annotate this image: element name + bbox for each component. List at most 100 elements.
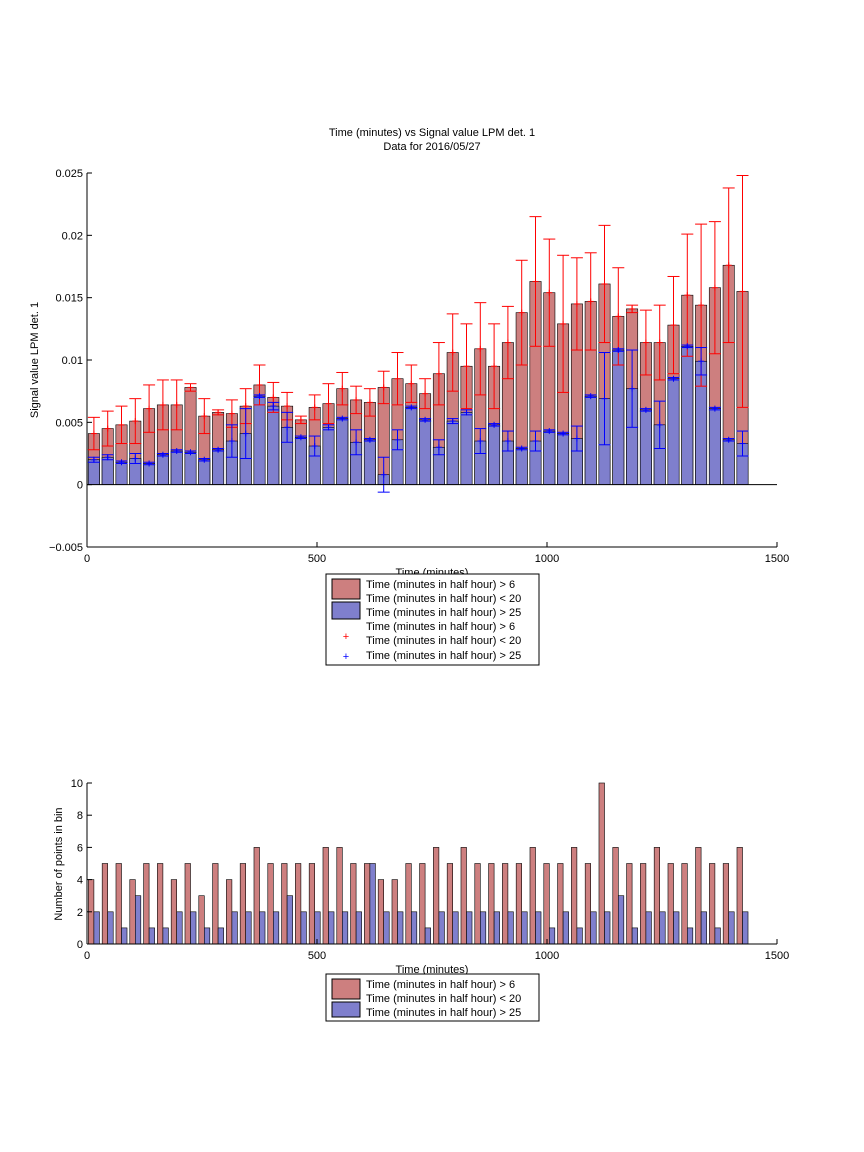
- x-tick-label: 1000: [535, 553, 559, 565]
- bar-blue: [673, 911, 680, 945]
- bar-blue: [107, 911, 114, 945]
- bar-red: [295, 863, 302, 945]
- signal-chart: Time (minutes) vs Signal value LPM det. …: [29, 127, 789, 666]
- bar-blue: [272, 911, 280, 945]
- bar-blue: [383, 911, 390, 945]
- bar-red: [226, 879, 233, 945]
- bar-red: [170, 879, 177, 945]
- bar-blue: [93, 911, 100, 945]
- count-chart: 0 2 4 6 8 10 0 500 1000 1500 Time (minutes) Numbe…: [53, 778, 789, 1022]
- legend-marker-blue: +: [343, 651, 349, 663]
- bar-blue: [245, 911, 252, 945]
- bar-blue: [259, 911, 266, 945]
- bar-blue: [639, 409, 652, 485]
- bar-red: [184, 863, 191, 945]
- bar-red: [584, 863, 591, 945]
- bar-blue: [286, 895, 293, 945]
- count-legend: Time (minutes in half hour) > 6 Time (mi…: [325, 973, 540, 1022]
- bar-red: [474, 863, 481, 945]
- legend-label: Time (minutes in half hour) > 6: [366, 621, 515, 633]
- bar-red: [571, 847, 578, 945]
- bar-blue: [405, 407, 418, 485]
- bar-blue: [212, 449, 225, 485]
- y-tick-label: 10: [71, 778, 83, 790]
- legend-label: Time (minutes in half hour) > 25: [366, 607, 521, 619]
- bar-blue: [190, 911, 197, 945]
- bar-blue: [397, 911, 404, 945]
- bar-red: [695, 847, 702, 945]
- bar-blue: [612, 349, 625, 485]
- bar-blue: [419, 419, 432, 485]
- bar-blue: [722, 439, 735, 485]
- y-tick-label: 0.02: [62, 230, 83, 242]
- bar-red: [557, 863, 564, 945]
- bar-red: [350, 863, 357, 945]
- legend-swatch-red-bar: [331, 978, 361, 1000]
- y-tick-label: 8: [77, 810, 83, 822]
- bar-blue: [708, 408, 721, 485]
- bar-blue: [535, 911, 542, 945]
- x-tick-label: 1000: [535, 950, 559, 962]
- x-tick-label: 1500: [765, 553, 789, 565]
- legend-swatch-red-bar: [331, 578, 361, 600]
- bar-blue: [488, 424, 501, 485]
- bar-red: [612, 847, 619, 945]
- bar-red: [502, 863, 509, 945]
- bar-blue: [576, 927, 583, 945]
- signal-legend: Time (minutes in half hour) > 6 Time (mi…: [325, 573, 540, 666]
- y-tick-label: 2: [77, 907, 83, 919]
- bar-blue: [355, 911, 362, 945]
- y-axis-label: Signal value LPM det. 1: [29, 302, 41, 418]
- bar-blue: [493, 911, 500, 945]
- legend-label: Time (minutes in half hour) > 25: [366, 650, 521, 662]
- count-bars: [88, 782, 749, 945]
- bar-blue: [267, 405, 280, 485]
- bar-blue: [584, 395, 597, 485]
- legend-swatch-blue-bar: [331, 1001, 361, 1018]
- bar-blue: [507, 911, 514, 945]
- bar-red: [667, 863, 674, 945]
- bar-red: [433, 847, 440, 945]
- y-tick-label: 4: [77, 875, 83, 887]
- legend-label: Time (minutes in half hour) > 6: [366, 579, 515, 591]
- bar-blue: [604, 911, 611, 945]
- legend-label: Time (minutes in half hour) < 20: [366, 593, 521, 605]
- bar-blue: [135, 895, 142, 945]
- bar-red: [308, 863, 315, 945]
- bar-blue: [515, 448, 528, 485]
- bar-blue: [148, 927, 155, 945]
- bar-blue: [681, 345, 694, 485]
- bar-red: [212, 863, 219, 945]
- bar-red: [488, 863, 495, 945]
- bar-red: [543, 863, 550, 945]
- bar-red: [460, 847, 467, 945]
- x-tick-label: 0: [84, 950, 90, 962]
- bar-blue: [424, 927, 431, 945]
- chart-title: Time (minutes) vs Signal value LPM det. …: [329, 127, 535, 139]
- bar-blue: [590, 911, 597, 945]
- bar-blue: [645, 911, 652, 945]
- bar-blue: [548, 927, 556, 945]
- bar-blue: [156, 454, 169, 485]
- legend-label: Time (minutes in half hour) > 6: [366, 979, 515, 991]
- x-tick-label: 500: [308, 950, 326, 962]
- signal-bars: [87, 174, 749, 493]
- bar-blue: [557, 433, 570, 485]
- bar-blue: [617, 895, 625, 945]
- bar-red: [143, 863, 150, 945]
- bar-blue: [686, 927, 694, 945]
- bar-red: [101, 863, 109, 945]
- legend-swatch-blue-bar: [331, 601, 361, 620]
- bar-blue: [460, 412, 473, 485]
- bar-blue: [562, 911, 569, 945]
- bar-blue: [728, 911, 735, 945]
- bar-red: [115, 863, 122, 945]
- bar-blue: [294, 436, 307, 485]
- bar-red: [198, 895, 205, 945]
- x-tick-label: 1500: [765, 950, 789, 962]
- bar-blue: [253, 395, 266, 485]
- bar-blue: [410, 911, 418, 945]
- bar-blue: [742, 911, 749, 945]
- bar-red: [157, 863, 164, 945]
- x-tick-label: 500: [308, 553, 326, 565]
